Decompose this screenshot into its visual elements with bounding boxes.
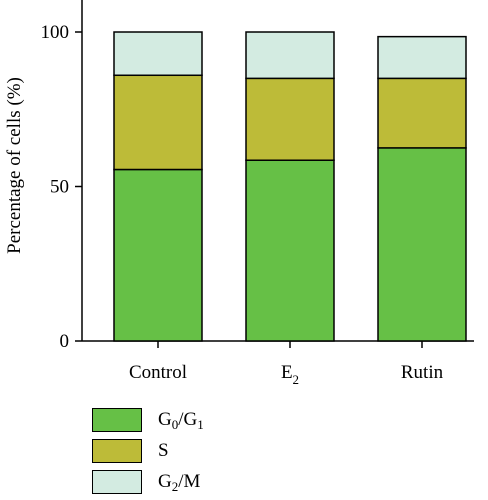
bars [113, 31, 467, 342]
bar-segment-g2-m-e2 [245, 31, 335, 80]
legend-item: S [92, 435, 204, 466]
legend-label: S [158, 439, 169, 461]
legend-swatch [92, 469, 142, 494]
bar-segment-s-control [113, 74, 203, 171]
y-axis [75, 0, 83, 342]
bar-segment-g2-m-control [113, 31, 203, 77]
legend-label: G2/M [158, 470, 201, 494]
bar-segment-g0-g1-e2 [245, 159, 335, 342]
x-tick-label: Control [129, 362, 187, 383]
y-axis-title: Percentage of cells (%) [4, 77, 25, 254]
y-tick-label: 50 [50, 177, 69, 198]
legend-item: G2/M [92, 466, 204, 497]
legend-item: G0/G1 [92, 404, 204, 435]
bar-segment-s-rutin [377, 77, 467, 149]
y-tick-label: 0 [60, 331, 70, 352]
x-tick-labels: Control E2 Rutin [129, 362, 444, 387]
x-tick-label: Rutin [401, 362, 444, 383]
x-tick-label: E2 [281, 362, 299, 387]
x-axis [82, 340, 474, 348]
legend-swatch [92, 407, 142, 432]
y-tick-labels: 0 50 100 [41, 22, 70, 352]
legend-swatch [92, 438, 142, 463]
y-tick-label: 100 [41, 22, 70, 43]
legend: G0/G1 S G2/M [92, 404, 204, 497]
bar-segment-g0-g1-control [113, 168, 203, 342]
bar-segment-s-e2 [245, 77, 335, 161]
legend-label: G0/G1 [158, 408, 204, 432]
stacked-bar-chart: Control E2 Rutin 0 50 100 Percentage of cell… [4, 0, 474, 387]
bar-segment-g0-g1-rutin [377, 147, 467, 342]
bar-segment-g2-m-rutin [377, 35, 467, 80]
